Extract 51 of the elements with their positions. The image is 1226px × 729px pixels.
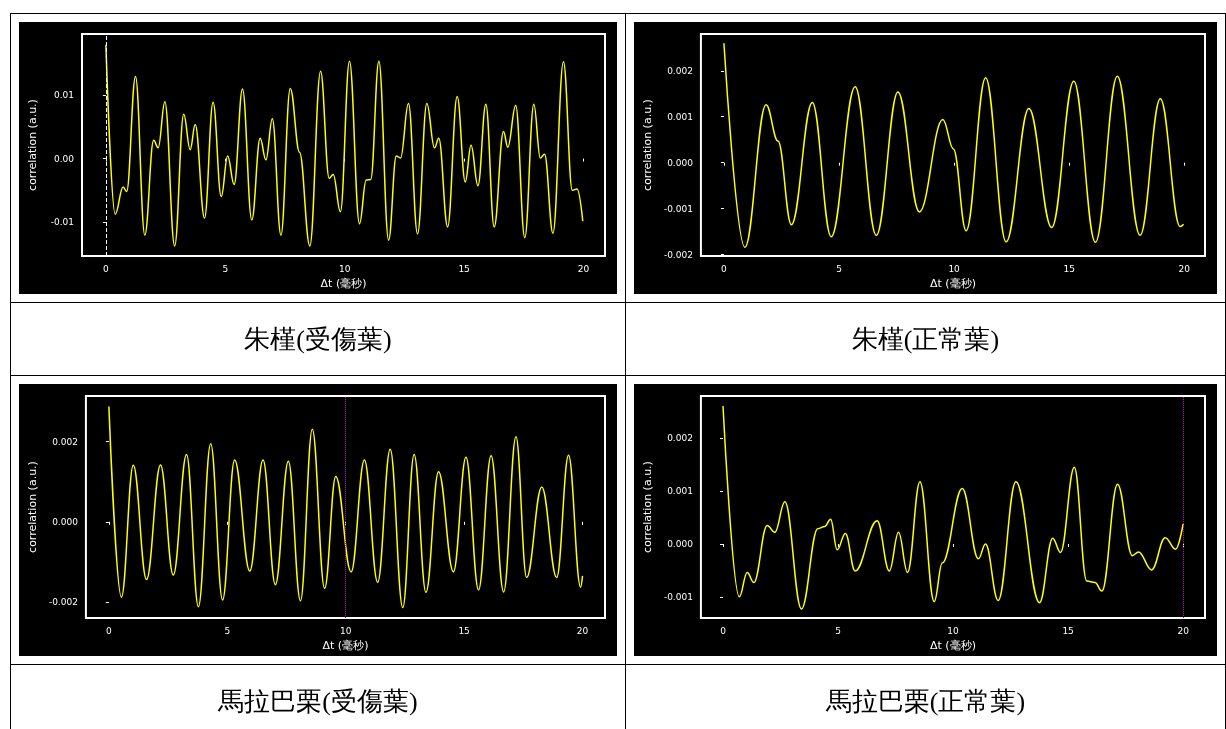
text: 朱槿(受傷葉) [11,302,625,375]
text: 朱槿(正常葉) [626,302,1225,375]
x-tick-label: 10 [948,263,961,274]
y-tick-label: 0.00 [53,153,75,164]
x-axis-title: Δt (毫秒) [930,638,976,652]
y-tick-label: 0.002 [667,65,693,76]
y-tick-label: 0.000 [52,516,79,527]
x-tick-label: 5 [224,625,231,636]
x-axis-title: Δt (毫秒) [930,276,976,290]
y-tick-label: -0.002 [663,249,693,260]
y-axis-title: correlation (a.u.) [26,99,39,191]
y-axis-title: correlation (a.u.) [26,461,39,553]
x-tick-label: 0 [103,263,110,274]
x-tick-label: 15 [458,625,470,636]
y-tick-label: -0.001 [663,591,693,602]
y-tick-label: -0.001 [663,203,693,214]
y-tick-label: 0.01 [53,90,74,101]
y-axis-title: correlation (a.u.) [641,461,654,553]
x-tick-label: 20 [1177,625,1190,636]
x-tick-label: 0 [106,625,113,636]
y-tick-label: 0.001 [667,486,693,497]
x-tick-label: 20 [576,625,589,636]
line-series [722,405,1184,610]
y-tick-label: 0.002 [52,436,78,447]
x-tick-label: 5 [222,263,229,274]
line-series [723,42,1185,249]
x-tick-label: 5 [836,263,842,274]
x-axis-title: Δt (毫秒) [320,276,367,290]
y-tick-label: 0.000 [667,157,694,168]
y-tick-label: -0.01 [50,216,74,227]
y-axis-title: correlation (a.u.) [641,99,654,191]
x-axis-title: Δt (毫秒) [322,638,369,652]
x-tick-label: 20 [1178,263,1191,274]
y-tick-label: 0.001 [667,111,693,122]
x-tick-label: 15 [1062,625,1074,636]
line-series [108,405,584,609]
y-tick-label: 0.002 [667,433,693,444]
x-tick-label: 10 [338,263,351,274]
line-series [105,44,584,247]
x-tick-label: 15 [1063,263,1075,274]
x-tick-label: 10 [947,625,960,636]
x-tick-label: 20 [577,263,590,274]
x-tick-label: 0 [720,625,727,636]
x-tick-label: 5 [835,625,841,636]
y-tick-label: -0.002 [48,596,78,607]
x-tick-label: 0 [721,263,728,274]
text: 馬拉巴栗(正常葉) [626,664,1225,729]
x-tick-label: 15 [458,263,470,274]
y-tick-label: 0.000 [667,539,694,549]
x-tick-label: 10 [339,625,352,636]
text: 馬拉巴栗(受傷葉) [11,664,625,729]
